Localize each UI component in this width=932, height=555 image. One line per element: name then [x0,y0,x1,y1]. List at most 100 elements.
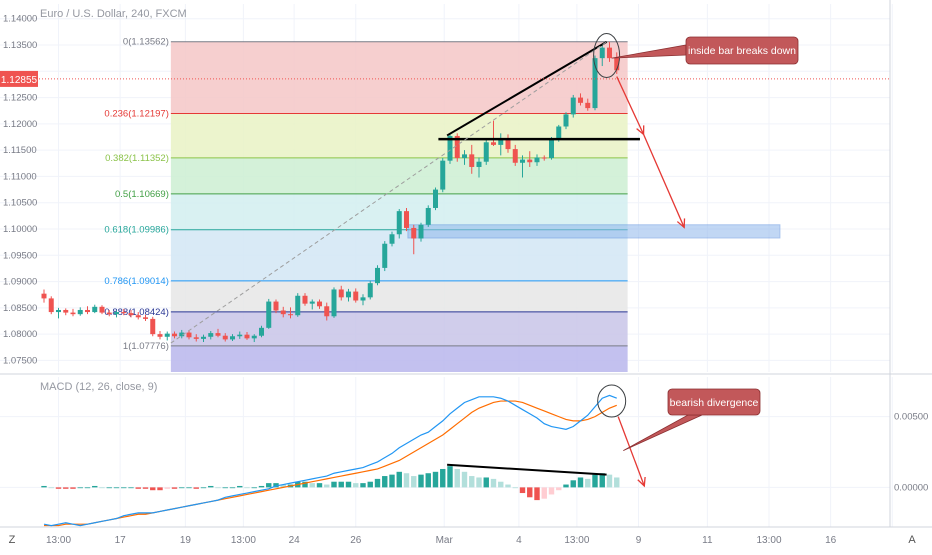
macd-histogram-bar [360,483,366,488]
macd-histogram-bar [541,487,547,499]
candle-body [454,135,460,159]
macd-legend: MACD (12, 26, close, 9) [40,381,157,393]
time-tick-label: 17 [115,535,127,546]
callout-box[interactable] [685,36,799,65]
last-price-label: 1.12855 [1,75,38,86]
macd-histogram-bar [345,481,352,488]
price-tick-label: 1.12000 [3,119,37,130]
macd-histogram-bar [208,485,214,488]
candle-body [309,301,315,304]
fib-zone [170,280,628,312]
candle-body [259,327,264,336]
candle-body [273,301,279,311]
fib-zone [170,41,628,114]
macd-histogram-bar [425,473,431,488]
time-tick-label: 11 [702,535,713,546]
macd-callout-box[interactable] [667,388,761,416]
macd-histogram-bar [157,487,163,491]
candle-body [128,313,134,316]
macd-histogram-bar [164,487,170,489]
macd-histogram-bar [592,474,598,488]
macd-histogram-bar [534,487,540,501]
trend-line[interactable] [446,40,608,137]
candle-body [440,160,446,190]
time-tick-label: Mar [436,535,454,546]
candle-body [295,295,301,316]
candle-body [541,157,547,159]
support-zone-rect[interactable] [407,224,781,239]
macd-histogram-bar [99,487,105,489]
candle-body [599,47,605,59]
macd-histogram-bar [186,487,192,489]
candle-body [418,224,424,239]
candle-body [614,58,620,71]
fib-zone [170,311,628,346]
macd-histogram-bar [229,487,236,489]
corner-right-button[interactable]: A [908,534,916,546]
candle-body [222,335,228,340]
macd-tick-label: 0.00500 [894,412,928,423]
macd-histogram-bar [367,481,373,488]
macd-histogram-bar [121,487,127,489]
macd-histogram-bar [258,485,265,488]
candle-body [360,297,366,301]
price-tick-label: 1.08000 [3,329,37,340]
candle-body [237,334,243,337]
macd-histogram-bar [48,487,54,489]
candle-body [512,149,518,163]
candle-body [150,318,156,335]
macd-histogram-bar [570,480,576,488]
macd-histogram-bar [614,477,620,488]
fib-zone [170,157,628,194]
candle-body [179,332,185,337]
fib-level-label: 0.888(1.08424) [104,307,168,318]
candle-body [353,291,359,301]
candle-body [56,309,61,313]
divergence-line[interactable] [447,463,607,476]
corner-left-button[interactable]: Z [9,534,16,546]
macd-highlight-circle [597,384,627,418]
fib-level-label: 0(1.13562) [123,37,169,48]
macd-histogram-bar [454,468,460,488]
macd-histogram-bar [577,477,584,488]
candle-body [498,139,504,145]
candle-body [114,312,119,315]
candle-body [41,293,47,299]
candle-body [585,102,591,109]
candle-body [85,309,90,313]
macd-histogram-bar [519,487,526,494]
candle-body [324,306,330,317]
candle-body [135,315,141,318]
arrow-down-1 [616,76,645,135]
price-tick-label: 1.10000 [3,224,37,235]
price-tick-label: 1.09500 [3,250,37,261]
macd-histogram-bar [599,473,605,488]
time-tick-label: 19 [180,535,192,546]
candle-body [563,114,569,127]
candle-body [404,211,409,228]
macd-histogram-bar [41,485,47,488]
macd-histogram-bar [389,474,395,488]
macd-histogram-bar [606,474,613,488]
macd-histogram-bar [403,473,410,488]
fib-trend-dashed-line[interactable] [170,41,607,344]
candle-body [106,312,112,315]
candle-body [462,154,467,159]
price-tick-label: 1.14000 [3,14,37,25]
candle-body [77,309,83,315]
macd-histogram-bar [505,484,511,488]
candle-body [367,283,373,298]
candle-body [476,161,482,167]
macd-histogram-bar [302,481,308,488]
macd-histogram-bar [70,487,76,489]
macd-histogram-bar [476,477,482,488]
time-tick-label: 13:00 [46,535,71,546]
candle-body [208,333,214,337]
candle-body [549,138,554,159]
macd-histogram-bar [266,483,272,488]
candle-body [607,47,612,59]
macd-histogram-bar [113,487,120,489]
macd-histogram-bar [461,471,468,488]
candle-body [70,312,76,315]
